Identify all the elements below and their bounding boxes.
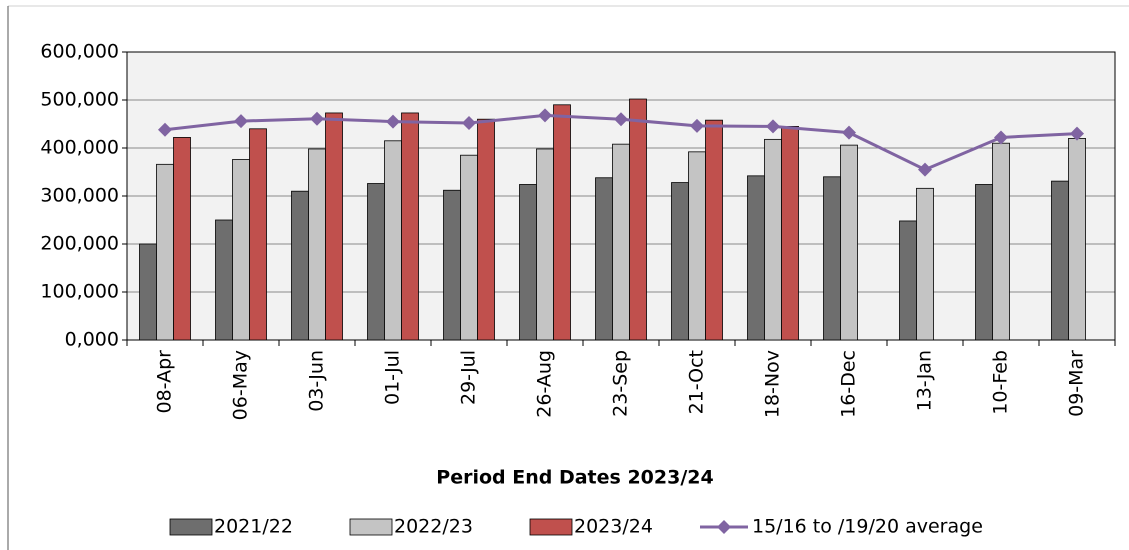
x-tick-label: 26-Aug	[534, 350, 556, 418]
line-marker	[614, 112, 628, 127]
bar	[536, 148, 554, 341]
x-tick-label: 21-Oct	[686, 350, 708, 414]
bar	[975, 184, 993, 341]
bar	[384, 140, 402, 341]
x-tick-label: 03-Jun	[306, 350, 328, 412]
bar	[916, 187, 934, 341]
bar	[401, 112, 419, 341]
legend-swatch	[169, 518, 213, 536]
bar	[781, 126, 799, 341]
bar	[232, 159, 250, 341]
x-tick-label: 23-Sep	[610, 350, 632, 417]
line-marker	[234, 114, 248, 129]
y-tick-label: 400,000	[40, 137, 119, 159]
bar	[705, 119, 723, 341]
bar	[156, 163, 174, 341]
bar	[553, 104, 571, 341]
bar	[612, 143, 630, 341]
x-axis-title: Period End Dates 2023/24	[436, 467, 713, 489]
legend-swatch	[529, 518, 573, 536]
bar	[899, 220, 917, 341]
x-tick-label: 29-Jul	[458, 350, 480, 405]
x-tick-label: 09-Mar	[1066, 350, 1088, 417]
line-marker	[462, 116, 476, 131]
line-marker	[766, 119, 780, 134]
line-marker	[842, 125, 856, 140]
y-tick-label: 200,000	[40, 233, 119, 255]
y-tick-label: 300,000	[40, 185, 119, 207]
bar	[747, 175, 765, 341]
x-tick-label: 13-Jan	[914, 350, 936, 411]
line-marker	[690, 118, 704, 133]
bar	[1051, 180, 1069, 341]
bar	[460, 154, 478, 341]
x-tick-label: 10-Feb	[990, 350, 1012, 415]
bar	[519, 184, 537, 341]
legend-label: 2022/23	[394, 516, 473, 538]
bar	[1068, 137, 1086, 341]
x-tick-label: 16-Dec	[838, 350, 860, 418]
bar	[840, 144, 858, 341]
legend-label: 15/16 to /19/20 average	[752, 516, 983, 538]
legend-marker	[717, 520, 731, 534]
bar	[249, 128, 267, 341]
bar	[595, 177, 613, 341]
bar	[173, 137, 191, 341]
bar	[291, 190, 309, 341]
legend-label: 2021/22	[214, 516, 293, 538]
x-tick-label: 18-Nov	[762, 350, 784, 418]
line-marker	[538, 108, 552, 123]
y-tick-label: 100,000	[40, 281, 119, 303]
line-marker	[918, 162, 932, 177]
x-tick-label: 08-Apr	[154, 350, 176, 414]
line-marker	[310, 111, 324, 126]
bar	[367, 183, 385, 341]
bar	[823, 176, 841, 341]
line-marker	[386, 114, 400, 129]
y-tick-label: 600,000	[40, 41, 119, 63]
bar	[215, 219, 233, 341]
x-tick-label: 01-Jul	[382, 350, 404, 405]
y-tick-label: 500,000	[40, 89, 119, 111]
y-tick-label: 0,000	[65, 329, 119, 351]
bar	[139, 243, 157, 341]
bar	[308, 148, 326, 341]
line-marker	[1070, 126, 1084, 141]
bar	[688, 151, 706, 341]
bar	[671, 182, 689, 341]
bar	[443, 189, 461, 341]
legend-label: 2023/24	[574, 516, 653, 538]
x-tick-label: 06-May	[230, 350, 252, 420]
line-marker	[158, 122, 172, 137]
bar	[764, 138, 782, 341]
bar	[629, 98, 647, 341]
bar	[325, 112, 343, 341]
line-marker	[994, 130, 1008, 145]
legend-swatch	[349, 518, 393, 536]
bar	[477, 118, 495, 341]
bar	[992, 142, 1010, 341]
